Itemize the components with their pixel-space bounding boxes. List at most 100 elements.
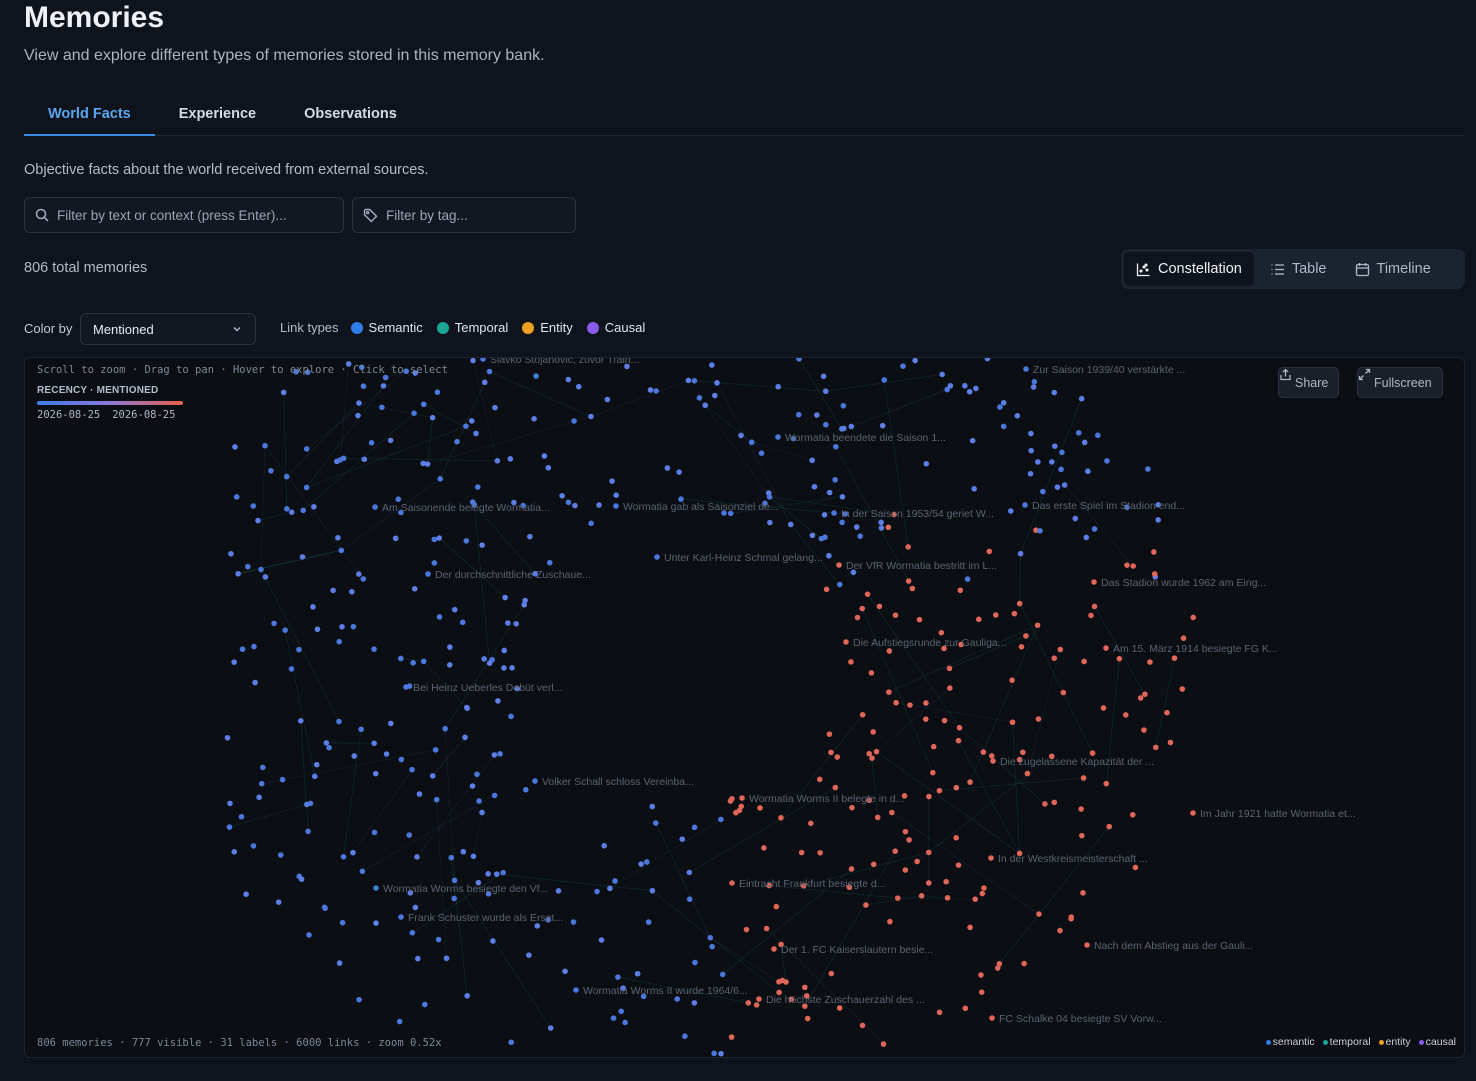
memory-node[interactable]: [912, 358, 918, 364]
memory-node[interactable]: [412, 904, 419, 911]
memory-node[interactable]: [434, 389, 441, 396]
memory-node[interactable]: [411, 410, 417, 416]
memory-node[interactable]: [446, 662, 453, 668]
memory-node[interactable]: [1078, 395, 1085, 402]
memory-node[interactable]: [1017, 550, 1024, 557]
memory-node[interactable]: [778, 941, 784, 948]
memory-node[interactable]: [1081, 439, 1088, 446]
memory-node[interactable]: [1009, 719, 1016, 726]
memory-node[interactable]: [522, 786, 529, 793]
memory-node[interactable]: [468, 418, 475, 424]
memory-node[interactable]: [1155, 502, 1162, 508]
memory-node[interactable]: [462, 734, 468, 741]
text-filter-input[interactable]: [57, 207, 343, 223]
memory-node[interactable]: [1180, 635, 1187, 641]
memory-node[interactable]: [796, 358, 802, 362]
memory-node[interactable]: [721, 510, 727, 516]
memory-node[interactable]: [451, 877, 458, 884]
memory-node[interactable]: [1130, 563, 1136, 569]
memory-node[interactable]: [979, 890, 986, 897]
memory-node[interactable]: [634, 970, 641, 977]
memory-node[interactable]: [907, 702, 913, 708]
memory-node[interactable]: [1034, 622, 1041, 629]
memory-node[interactable]: [757, 805, 763, 811]
memory-node[interactable]: [836, 581, 843, 588]
memory-node[interactable]: [1035, 716, 1042, 722]
memory-node[interactable]: [702, 402, 709, 409]
memory-node[interactable]: [596, 502, 602, 508]
labeled-memory-node[interactable]: [989, 1015, 995, 1021]
memory-node[interactable]: [1011, 610, 1018, 617]
memory-node[interactable]: [712, 392, 718, 399]
labeled-memory-node[interactable]: [1023, 366, 1029, 372]
memory-node[interactable]: [492, 404, 498, 411]
memory-node[interactable]: [798, 849, 805, 856]
memory-node[interactable]: [1152, 744, 1159, 751]
memory-node[interactable]: [372, 770, 379, 777]
memory-node[interactable]: [476, 798, 482, 804]
memory-node[interactable]: [398, 756, 405, 763]
memory-node[interactable]: [429, 773, 436, 779]
memory-node[interactable]: [243, 891, 249, 898]
memory-node[interactable]: [481, 656, 487, 662]
memory-node[interactable]: [297, 718, 304, 724]
memory-node[interactable]: [925, 849, 932, 856]
memory-node[interactable]: [531, 416, 537, 422]
memory-node[interactable]: [686, 869, 693, 876]
memory-node[interactable]: [943, 878, 949, 885]
memory-node[interactable]: [1054, 484, 1061, 490]
memory-node[interactable]: [967, 779, 973, 785]
labeled-memory-node[interactable]: [756, 996, 762, 1002]
memory-node[interactable]: [1089, 750, 1096, 756]
memory-node[interactable]: [807, 820, 814, 827]
memory-node[interactable]: [463, 423, 469, 429]
memory-node[interactable]: [491, 792, 498, 799]
labeled-memory-node[interactable]: [373, 885, 379, 891]
memory-node[interactable]: [1030, 384, 1037, 390]
memory-node[interactable]: [387, 437, 394, 444]
table-view-button[interactable]: Table: [1258, 252, 1339, 286]
memory-node[interactable]: [719, 971, 726, 978]
memory-node[interactable]: [1141, 727, 1147, 733]
memory-node[interactable]: [330, 587, 336, 594]
link-type-causal[interactable]: Causal: [586, 320, 645, 335]
memory-node[interactable]: [691, 824, 698, 831]
memory-node[interactable]: [323, 740, 330, 746]
labeled-memory-node[interactable]: [843, 639, 849, 645]
memory-node[interactable]: [1024, 770, 1031, 777]
labeled-memory-node[interactable]: [990, 758, 996, 764]
share-button[interactable]: Share: [1278, 367, 1340, 398]
memory-node[interactable]: [966, 388, 973, 395]
memory-node[interactable]: [311, 773, 318, 780]
memory-node[interactable]: [922, 716, 929, 722]
memory-node[interactable]: [906, 837, 912, 843]
memory-node[interactable]: [953, 784, 960, 791]
memory-node[interactable]: [1000, 423, 1007, 430]
memory-node[interactable]: [351, 753, 358, 759]
memory-node[interactable]: [224, 734, 231, 741]
memory-node[interactable]: [475, 879, 482, 886]
memory-node[interactable]: [986, 548, 993, 555]
memory-node[interactable]: [1035, 459, 1041, 465]
memory-node[interactable]: [340, 853, 347, 860]
link-type-temporal[interactable]: Temporal: [436, 320, 508, 335]
memory-node[interactable]: [612, 878, 618, 884]
memory-node[interactable]: [1164, 709, 1170, 716]
memory-node[interactable]: [944, 386, 950, 393]
memory-node[interactable]: [546, 559, 553, 566]
memory-node[interactable]: [541, 453, 548, 459]
memory-node[interactable]: [941, 717, 948, 724]
memory-node[interactable]: [649, 803, 656, 810]
memory-node[interactable]: [975, 616, 982, 623]
memory-node[interactable]: [479, 542, 485, 548]
memory-node[interactable]: [298, 876, 305, 883]
tab-experience[interactable]: Experience: [178, 106, 257, 122]
memory-node[interactable]: [691, 1000, 698, 1006]
memory-node[interactable]: [972, 896, 979, 902]
memory-node[interactable]: [409, 766, 415, 773]
memory-node[interactable]: [398, 509, 404, 516]
memory-node[interactable]: [887, 918, 893, 925]
memory-node[interactable]: [356, 996, 362, 1003]
memory-node[interactable]: [460, 848, 467, 855]
memory-node[interactable]: [350, 849, 356, 856]
